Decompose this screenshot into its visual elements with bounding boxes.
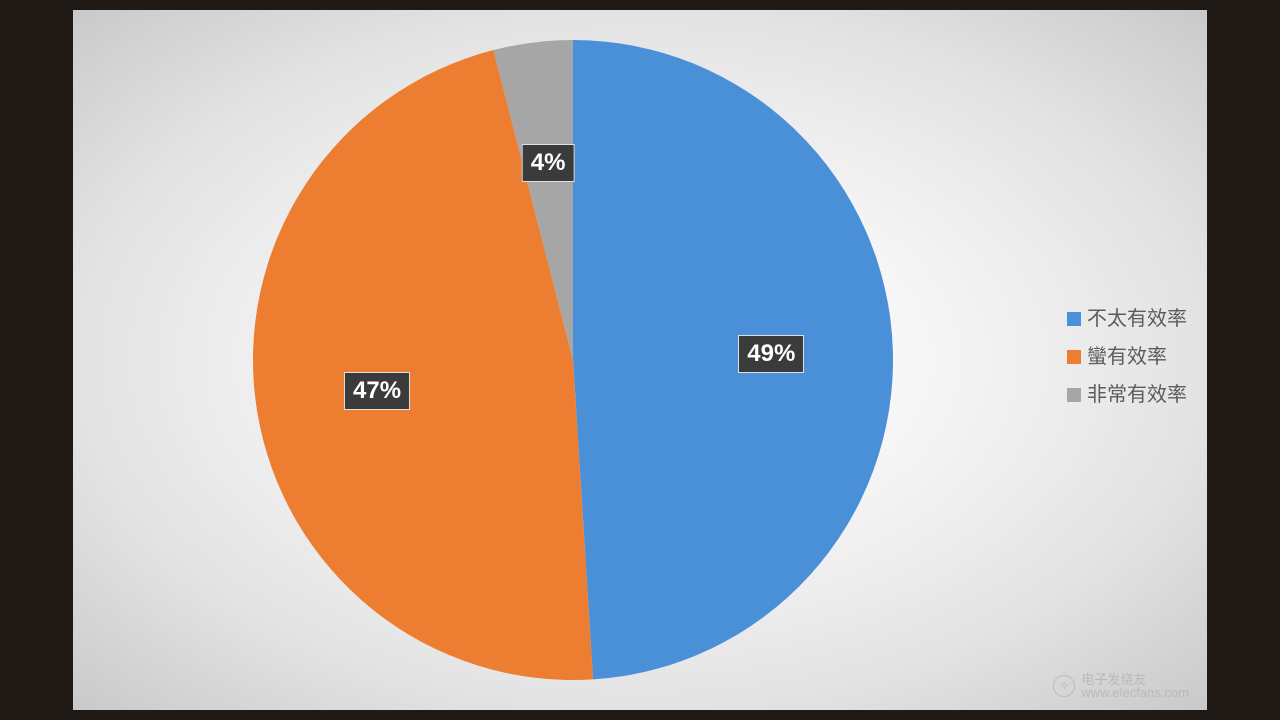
pie-svg (253, 40, 893, 680)
legend-item: 非常有效率 (1067, 376, 1187, 414)
legend-swatch (1067, 312, 1081, 326)
watermark-logo-icon: ✧ (1053, 675, 1075, 697)
watermark-line1: 电子发烧友 (1081, 673, 1189, 687)
chart-panel: 49%47%4% 不太有效率蠻有效率非常有效率 ✧ 电子发烧友 www.elec… (73, 10, 1207, 710)
legend-label: 蠻有效率 (1087, 338, 1167, 376)
image-frame: 49%47%4% 不太有效率蠻有效率非常有效率 ✧ 电子发烧友 www.elec… (0, 0, 1280, 720)
pie-slice (573, 40, 893, 679)
watermark: ✧ 电子发烧友 www.elecfans.com (1053, 673, 1189, 700)
pie-chart: 49%47%4% (253, 40, 893, 680)
legend-swatch (1067, 350, 1081, 364)
legend-item: 蠻有效率 (1067, 338, 1187, 376)
watermark-line2: www.elecfans.com (1081, 686, 1189, 700)
legend-label: 非常有效率 (1087, 376, 1187, 414)
legend-item: 不太有效率 (1067, 300, 1187, 338)
legend: 不太有效率蠻有效率非常有效率 (1067, 300, 1187, 414)
legend-swatch (1067, 388, 1081, 402)
legend-label: 不太有效率 (1087, 300, 1187, 338)
